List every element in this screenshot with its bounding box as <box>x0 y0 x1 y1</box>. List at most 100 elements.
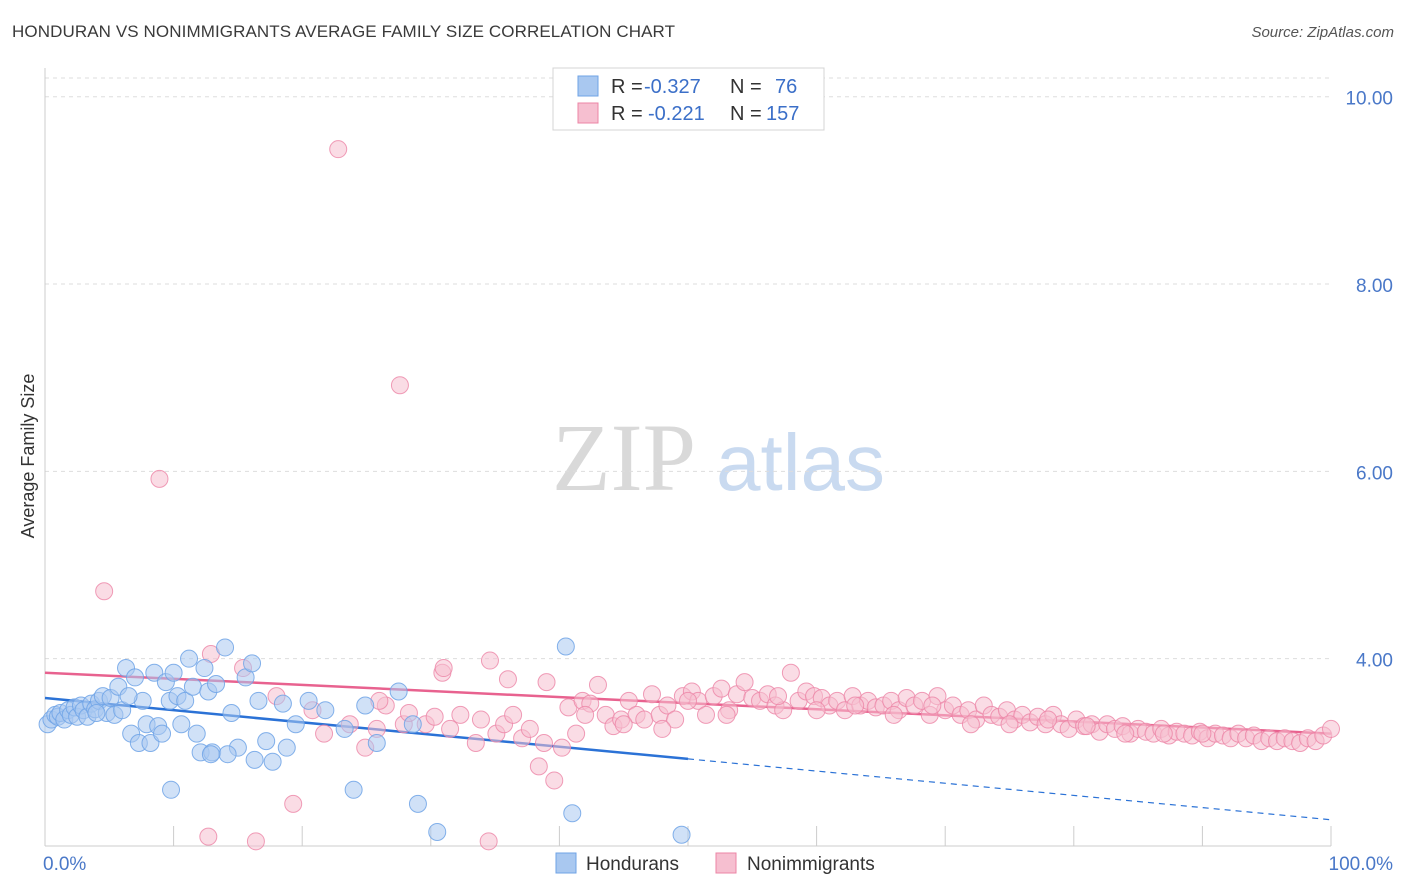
watermark-zip: ZIP <box>552 404 696 511</box>
nonimmigrants-point <box>246 832 265 851</box>
hondurans-point <box>216 638 235 657</box>
nonimmigrants-point <box>653 719 672 738</box>
hondurans-point <box>162 780 181 799</box>
nonimmigrants-point <box>588 675 607 694</box>
nonimmigrants-point <box>529 757 548 776</box>
hondurans-point <box>299 691 318 710</box>
nonimmigrants-point <box>534 733 553 752</box>
legend-r-label-1: R = <box>611 76 643 98</box>
legend-swatch-nonimmigrants <box>577 102 599 124</box>
nonimmigrants-point <box>619 691 638 710</box>
hondurans-point <box>672 825 691 844</box>
nonimmigrants-point <box>717 705 736 724</box>
y-tick-label-1: 6.00 <box>1356 463 1393 484</box>
hondurans-point <box>563 804 582 823</box>
hondurans-point <box>176 691 195 710</box>
hondurans-point <box>408 794 427 813</box>
hondurans-point <box>428 822 447 841</box>
y-tick-labels: 4.00 6.00 8.00 10.00 <box>1345 89 1393 672</box>
nonimmigrants-point <box>537 673 556 692</box>
hondurans-point <box>286 715 305 734</box>
nonimmigrants-point <box>1039 710 1058 729</box>
nonimmigrants-point <box>961 715 980 734</box>
nonimmigrants-point <box>498 670 517 689</box>
legend-n-label-1: N = <box>730 76 762 98</box>
nonimmigrants-point <box>504 705 523 724</box>
hondurans-point <box>263 752 282 771</box>
hondurans-point <box>201 745 220 764</box>
hondurans-point <box>243 654 262 673</box>
nonimmigrants-point <box>1154 724 1173 743</box>
nonimmigrants-point <box>480 651 499 670</box>
nonimmigrants-point <box>781 663 800 682</box>
nonimmigrants-point <box>576 705 595 724</box>
y-axis-title: Average Family Size <box>18 374 38 539</box>
nonimmigrants-point <box>567 724 586 743</box>
hondurans-point <box>277 738 296 757</box>
nonimmigrants-point <box>884 705 903 724</box>
source-label: Source: ZipAtlas.com <box>1251 24 1394 41</box>
nonimmigrants-point <box>479 832 498 851</box>
legend-n-value-1: 76 <box>775 76 797 98</box>
nonimmigrants-point <box>441 719 460 738</box>
nonimmigrants-point <box>846 696 865 715</box>
bottom-legend-swatch-nonimmigrants <box>715 852 737 874</box>
nonimmigrants-point <box>552 738 571 757</box>
nonimmigrants-point <box>329 140 348 159</box>
nonimmigrants-point <box>150 469 169 488</box>
bottom-legend-hondurans: Hondurans <box>586 854 679 875</box>
hondurans-point <box>356 696 375 715</box>
nonimmigrants-point <box>95 582 114 601</box>
nonimmigrants-points <box>95 140 1340 851</box>
x-tick-label-1: 100.0% <box>1329 854 1394 875</box>
nonimmigrants-point <box>545 771 564 790</box>
hondurans-points <box>38 637 691 844</box>
legend-r-value-2: -0.221 <box>648 103 705 125</box>
nonimmigrants-point <box>666 710 685 729</box>
nonimmigrants-point <box>315 724 334 743</box>
nonimmigrants-point <box>642 685 661 704</box>
nonimmigrants-point <box>697 705 716 724</box>
x-tick-label-0: 0.0% <box>43 854 86 875</box>
hondurans-trendline <box>44 696 689 761</box>
hondurans-point <box>187 724 206 743</box>
nonimmigrants-point <box>769 687 788 706</box>
hondurans-point <box>172 715 191 734</box>
nonimmigrants-point <box>658 696 677 715</box>
nonimmigrants-point <box>679 691 697 710</box>
hondurans-point <box>389 682 408 701</box>
chart-title: HONDURAN VS NONIMMIGRANTS AVERAGE FAMILY… <box>12 22 676 41</box>
hondurans-point <box>344 780 363 799</box>
hondurans-point <box>119 687 138 706</box>
hondurans-point <box>218 745 237 764</box>
nonimmigrants-point <box>390 376 409 395</box>
hondurans-point <box>207 674 226 693</box>
hondurans-point <box>180 649 199 668</box>
hondurans-point <box>257 732 276 751</box>
hondurans-point <box>126 668 145 687</box>
hondurans-point <box>195 659 214 678</box>
hondurans-point <box>164 663 183 682</box>
legend-swatch-hondurans <box>577 75 599 97</box>
hondurans-point <box>367 733 386 752</box>
legend-r-value-1: -0.327 <box>644 76 701 98</box>
hondurans-point <box>556 637 575 656</box>
legend-n-label-2: N = <box>730 103 762 125</box>
nonimmigrants-point <box>471 710 490 729</box>
hondurans-point <box>316 701 335 720</box>
nonimmigrants-point <box>520 719 539 738</box>
y-tick-label-3: 10.00 <box>1345 89 1393 110</box>
nonimmigrants-point <box>1116 724 1135 743</box>
y-tick-label-0: 4.00 <box>1356 651 1393 672</box>
bottom-legend: Hondurans Nonimmigrants <box>555 852 875 875</box>
hondurans-point <box>403 715 422 734</box>
legend-n-value-2: 157 <box>766 103 799 125</box>
hondurans-point <box>183 677 202 696</box>
nonimmigrants-point <box>1077 717 1096 736</box>
legend-r-label-2: R = <box>611 103 643 125</box>
hondurans-point <box>245 750 264 769</box>
watermark-atlas: atlas <box>716 418 885 507</box>
y-tick-label-2: 8.00 <box>1356 276 1393 297</box>
nonimmigrants-point <box>1193 724 1212 743</box>
